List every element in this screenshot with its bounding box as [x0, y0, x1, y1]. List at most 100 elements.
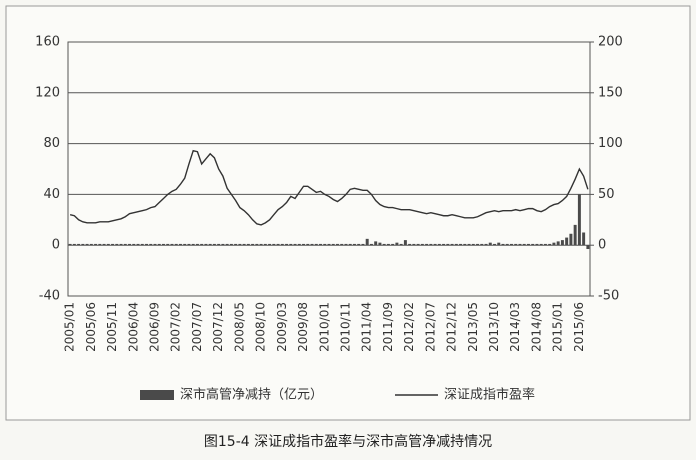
- bar: [526, 243, 530, 246]
- bar: [297, 243, 301, 246]
- bar: [102, 243, 106, 246]
- bar: [497, 242, 501, 246]
- x-tick-label: 2013/10: [487, 302, 501, 352]
- y-tick-label: 80: [43, 136, 60, 151]
- bar: [395, 242, 399, 246]
- bar: [463, 243, 467, 246]
- bar: [569, 233, 573, 246]
- y2-tick-label: 150: [598, 85, 623, 100]
- bar: [272, 243, 276, 246]
- bar: [336, 243, 339, 246]
- bar: [543, 243, 547, 246]
- bar: [195, 243, 199, 246]
- bar: [573, 224, 577, 246]
- y-tick-label: 0: [52, 238, 60, 253]
- bar: [255, 243, 259, 246]
- bar: [425, 243, 429, 246]
- bar: [302, 243, 306, 246]
- bar: [72, 243, 76, 246]
- bar: [420, 243, 424, 246]
- bar: [229, 243, 233, 246]
- bar: [178, 243, 182, 246]
- y-tick-label: 40: [43, 187, 60, 202]
- x-tick-label: 2005/11: [105, 302, 119, 352]
- bar: [399, 243, 403, 246]
- x-tick-label: 2014/08: [529, 302, 543, 352]
- bar: [348, 243, 352, 246]
- bar: [565, 237, 569, 246]
- bar: [285, 243, 289, 246]
- bar: [535, 243, 539, 246]
- bar: [81, 243, 85, 246]
- bar: [145, 243, 148, 246]
- line: [69, 149, 589, 226]
- bar: [514, 243, 518, 246]
- x-tick-label: 2009/03: [275, 302, 289, 352]
- y2-tick-label: 50: [598, 187, 615, 202]
- bar: [259, 243, 263, 246]
- bar: [403, 240, 407, 246]
- bar: [280, 243, 284, 246]
- bar: [111, 243, 115, 246]
- bar: [476, 243, 480, 246]
- bar: [552, 242, 556, 246]
- legend-swatch: [140, 390, 174, 400]
- bar: [276, 243, 280, 246]
- x-tick-label: 2012/12: [445, 302, 459, 352]
- bar: [319, 243, 322, 246]
- bar: [310, 243, 314, 246]
- bar: [323, 243, 327, 246]
- bar: [306, 243, 310, 246]
- x-tick-label: 2015/06: [572, 302, 586, 352]
- bar: [361, 243, 365, 246]
- x-tick-label: 2007/12: [211, 302, 225, 352]
- bar: [217, 243, 221, 246]
- x-tick-label: 2011/09: [381, 302, 395, 352]
- bar: [314, 243, 318, 246]
- bar: [85, 243, 89, 246]
- bar: [136, 243, 140, 246]
- bar: [166, 243, 170, 246]
- bar: [132, 243, 136, 246]
- bar: [157, 243, 161, 246]
- x-tick-label: 2012/02: [402, 302, 416, 352]
- bar: [539, 243, 543, 246]
- bar: [369, 243, 373, 246]
- x-tick-label: 2007/07: [190, 302, 204, 352]
- bar: [454, 243, 458, 246]
- x-tick-label: 2012/07: [423, 302, 437, 352]
- y-tick-label: 160: [35, 35, 60, 50]
- bar: [153, 243, 157, 246]
- bar: [221, 243, 225, 246]
- bar: [128, 243, 132, 246]
- bar: [123, 243, 127, 246]
- x-tick-label: 2011/04: [360, 302, 374, 352]
- chart-frame: [5, 5, 691, 421]
- bar: [429, 243, 433, 246]
- legend-label: 深市高管净减持（亿元）: [180, 387, 323, 403]
- bar: [531, 243, 535, 246]
- bar: [510, 243, 513, 246]
- x-tick-label: 2014/03: [508, 302, 522, 352]
- bar: [238, 243, 242, 246]
- legend-label: 深证成指市盈率: [444, 387, 535, 403]
- bar: [225, 243, 229, 246]
- bar: [183, 243, 187, 246]
- x-tick-label: 2006/09: [148, 302, 162, 352]
- bar: [68, 243, 72, 246]
- x-tick-label: 2005/01: [63, 302, 77, 352]
- x-tick-label: 2008/05: [232, 302, 246, 352]
- y-tick-label: -40: [39, 289, 60, 304]
- bar: [391, 243, 395, 246]
- bar: [446, 243, 450, 246]
- bar: [378, 242, 382, 246]
- bar: [374, 241, 378, 246]
- bar: [149, 243, 153, 246]
- bar: [246, 243, 250, 246]
- bar: [234, 243, 238, 246]
- bar: [331, 243, 335, 246]
- x-tick-label: 2008/10: [254, 302, 268, 352]
- bar: [98, 243, 102, 246]
- bar: [77, 243, 81, 246]
